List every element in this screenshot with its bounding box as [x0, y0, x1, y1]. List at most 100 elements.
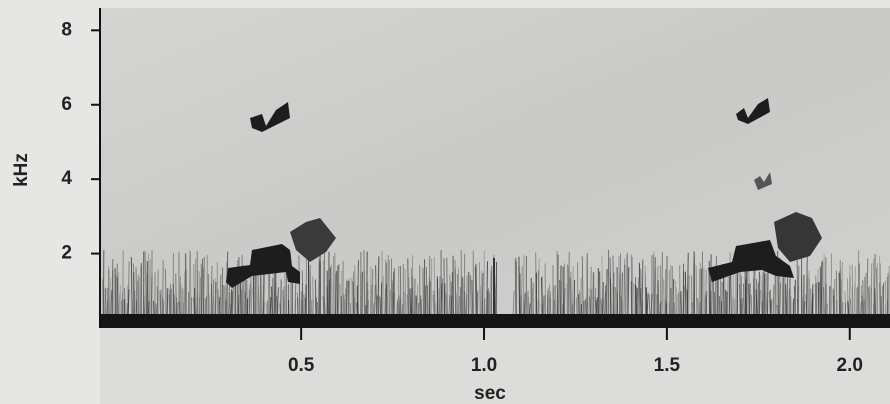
noise-stroke [201, 258, 203, 317]
x-tick-label: 2.0 [837, 355, 863, 376]
noise-stroke [750, 294, 753, 317]
noise-stroke [479, 286, 482, 317]
noise-stroke [728, 252, 731, 317]
noise-stroke [688, 275, 690, 317]
noise-stroke [841, 262, 843, 317]
noise-stroke [697, 298, 699, 317]
noise-stroke [540, 303, 543, 317]
noise-stroke [432, 294, 435, 317]
noise-stroke [282, 289, 284, 317]
noise-stroke [185, 269, 188, 317]
noise-stroke [639, 288, 642, 317]
noise-stroke [153, 300, 155, 317]
noise-stroke [839, 260, 842, 317]
noise-stroke [540, 277, 543, 317]
noise-stroke [183, 271, 186, 317]
noise-stroke [861, 295, 864, 317]
noise-stroke [467, 274, 470, 317]
x-tick-label: 1.0 [471, 355, 497, 376]
noise-stroke [624, 264, 626, 317]
noise-stroke [193, 297, 195, 317]
noise-stroke [518, 256, 521, 317]
noise-stroke [410, 267, 413, 317]
noise-stroke [558, 279, 561, 317]
noise-stroke [309, 264, 312, 317]
noise-stroke [553, 300, 555, 317]
noise-stroke [686, 253, 689, 317]
noise-stroke [760, 274, 763, 317]
noise-stroke [123, 287, 126, 317]
noise-stroke [874, 288, 877, 317]
noise-stroke [772, 284, 775, 317]
noise-stroke [881, 285, 883, 317]
noise-stroke [415, 295, 418, 317]
call-blob [226, 244, 300, 288]
noise-stroke [709, 254, 712, 317]
noise-stroke [399, 297, 401, 317]
noise-stroke [110, 290, 113, 317]
noise-stroke [311, 298, 314, 317]
noise-stroke [202, 256, 205, 317]
noise-stroke [683, 285, 685, 317]
noise-stroke [142, 252, 145, 317]
noise-stroke [744, 279, 747, 317]
noise-stroke [848, 265, 851, 317]
noise-stroke [449, 274, 452, 317]
noise-stroke [454, 259, 457, 317]
noise-stroke [732, 272, 734, 317]
noise-stroke [474, 266, 477, 317]
noise-stroke [636, 287, 639, 317]
noise-stroke [166, 288, 169, 317]
noise-stroke [396, 299, 399, 317]
noise-stroke [600, 299, 603, 317]
noise-stroke [276, 287, 279, 317]
noise-stroke [592, 271, 594, 317]
noise-stroke [705, 291, 708, 317]
noise-stroke [542, 295, 545, 317]
noise-stroke [602, 282, 604, 317]
noise-stroke [866, 258, 869, 317]
noise-stroke [605, 268, 608, 317]
noise-stroke [429, 281, 431, 317]
noise-stroke [839, 270, 842, 317]
noise-stroke [196, 251, 199, 317]
x-tick-label: 0.5 [288, 355, 315, 376]
noise-stroke [345, 280, 348, 317]
noise-stroke [438, 275, 441, 317]
noise-stroke [228, 292, 231, 317]
noise-stroke [366, 282, 369, 317]
noise-stroke [864, 272, 867, 317]
noise-stroke [679, 295, 681, 317]
noise-stroke [873, 254, 876, 317]
noise-stroke [637, 277, 640, 317]
noise-stroke [525, 297, 527, 317]
noise-stroke [228, 284, 231, 317]
noise-stroke [189, 251, 192, 317]
noise-stroke [420, 298, 423, 317]
noise-stroke [573, 280, 576, 317]
noise-stroke [703, 294, 706, 317]
noise-stroke [470, 275, 472, 317]
noise-stroke [150, 276, 153, 317]
noise-stroke [478, 262, 481, 317]
noise-stroke [584, 299, 587, 317]
noise-stroke [406, 294, 408, 317]
noise-stroke [425, 267, 428, 317]
noise-stroke [188, 250, 191, 317]
noise-stroke [823, 287, 825, 317]
noise-stroke [126, 285, 129, 317]
baseline-band [100, 314, 890, 328]
noise-stroke [457, 267, 460, 317]
noise-stroke [684, 271, 687, 317]
y-tick-label: 8 [61, 19, 72, 40]
noise-stroke [379, 296, 382, 317]
noise-stroke [828, 286, 831, 317]
noise-stroke [803, 301, 806, 317]
noise-stroke [165, 288, 167, 317]
noise-stroke [116, 272, 119, 317]
noise-stroke [618, 256, 621, 317]
noise-stroke [849, 298, 852, 317]
noise-stroke [522, 255, 525, 317]
noise-stroke [754, 287, 756, 317]
